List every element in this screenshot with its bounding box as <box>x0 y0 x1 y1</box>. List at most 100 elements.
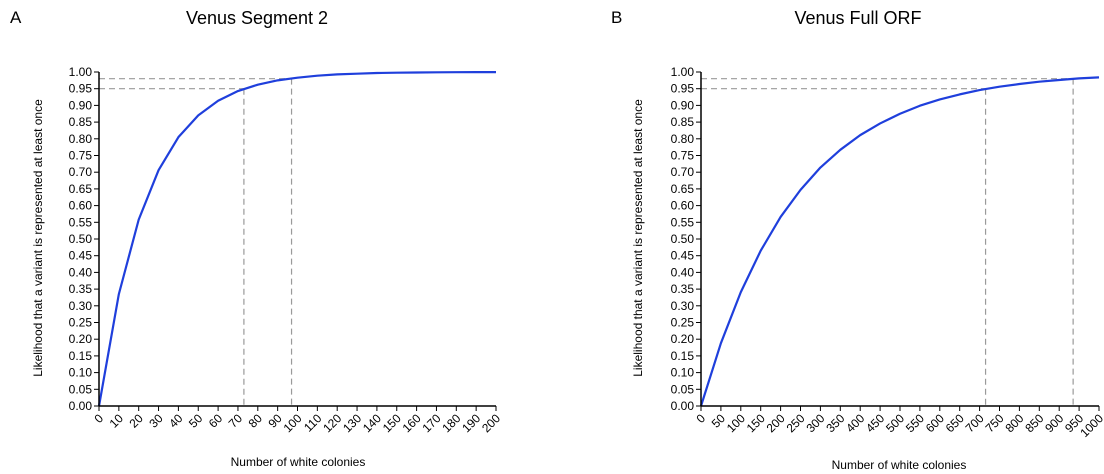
x-tick-label: 850 <box>1022 411 1046 435</box>
axes <box>700 72 1099 407</box>
reference-lines <box>701 78 1074 406</box>
x-tick-label: 40 <box>166 411 186 431</box>
x-tick-label: 500 <box>883 411 907 435</box>
x-tick-label: 300 <box>803 411 827 435</box>
x-tick-label: 750 <box>983 411 1007 435</box>
series-line <box>699 76 1100 407</box>
y-tick-label: 0.65 <box>69 182 93 196</box>
x-tick-label: 200 <box>479 411 503 435</box>
x-tick-label: 150 <box>744 411 768 435</box>
y-tick-label: 0.20 <box>69 332 93 346</box>
y-tick-label: 0.70 <box>671 165 695 179</box>
y-tick-label: 0.05 <box>671 382 695 396</box>
x-tick-label: 600 <box>923 411 947 435</box>
y-tick-label: 0.60 <box>671 199 695 213</box>
x-tick-label: 20 <box>126 411 146 431</box>
y-tick-label: 0.25 <box>69 316 93 330</box>
y-tick-label: 0.40 <box>69 265 93 279</box>
x-axis-label: Number of white colonies <box>832 458 967 472</box>
y-tick-label: 0.50 <box>69 232 93 246</box>
x-tick-label: 10 <box>107 411 127 431</box>
x-tick-label: 190 <box>459 411 483 435</box>
y-tick-label: 0.35 <box>671 282 695 296</box>
x-ticks: 0 501001502002503003504004505005506006507… <box>693 406 1104 440</box>
y-axis-label: Likelihood that a variant is represented… <box>31 99 45 377</box>
x-tick-label: 180 <box>439 411 463 435</box>
x-tick-label: 30 <box>146 411 166 431</box>
x-axis-label: Number of white colonies <box>231 455 366 469</box>
y-ticks: 0.00 0.05 0.10 0.15 0.20 0.25 0.30 0.35 0.40 0.45… <box>671 65 701 413</box>
y-tick-label: 0.20 <box>671 332 695 346</box>
x-tick-label: 170 <box>420 411 444 435</box>
y-tick-label: 0.70 <box>69 165 93 179</box>
y-tick-label: 0.30 <box>69 299 93 313</box>
y-tick-label: 1.00 <box>69 65 93 79</box>
y-ticks: 0.00 0.05 0.10 0.15 0.20 0.25 0.30 0.35 0.40 0.45… <box>69 65 99 413</box>
x-tick-label: 50 <box>186 411 206 431</box>
panel-letter: B <box>611 8 622 27</box>
panel-letter: A <box>10 8 22 27</box>
y-tick-label: 0.25 <box>671 316 695 330</box>
y-tick-label: 0.00 <box>671 399 695 413</box>
x-ticks: 0 10 20 30 40 50 60 70 80 90100110120130140150160… <box>91 406 503 435</box>
y-tick-label: 0.40 <box>671 265 695 279</box>
y-tick-label: 0.35 <box>69 282 93 296</box>
y-tick-label: 0.95 <box>671 82 695 96</box>
y-tick-label: 0.80 <box>671 132 695 146</box>
x-tick-label: 0 <box>693 411 708 426</box>
y-tick-label: 0.15 <box>671 349 695 363</box>
x-tick-label: 400 <box>843 411 867 435</box>
y-axis-label: Likelihood that a variant is represented… <box>631 99 645 377</box>
x-tick-label: 0 <box>91 411 106 426</box>
x-tick-label: 100 <box>281 411 305 435</box>
x-tick-label: 130 <box>340 411 364 435</box>
y-tick-label: 0.55 <box>671 215 695 229</box>
x-tick-label: 150 <box>380 411 404 435</box>
x-tick-label: 160 <box>400 411 424 435</box>
x-tick-label: 120 <box>320 411 344 435</box>
y-tick-label: 0.65 <box>671 182 695 196</box>
x-tick-label: 350 <box>823 411 847 435</box>
y-tick-label: 0.10 <box>671 366 695 380</box>
x-tick-label: 1000 <box>1077 411 1104 440</box>
x-tick-label: 700 <box>963 411 987 435</box>
series-line <box>97 70 497 407</box>
axes <box>98 72 496 407</box>
x-tick-label: 70 <box>226 411 246 431</box>
chart-title: Venus Full ORF <box>794 8 921 28</box>
y-tick-label: 0.10 <box>69 366 93 380</box>
y-tick-label: 0.75 <box>69 149 93 163</box>
x-tick-label: 140 <box>360 411 384 435</box>
y-tick-label: 0.45 <box>69 249 93 263</box>
y-tick-label: 0.95 <box>69 82 93 96</box>
x-tick-label: 550 <box>903 411 927 435</box>
series-layer <box>97 70 497 407</box>
y-tick-label: 0.50 <box>671 232 695 246</box>
x-tick-label: 100 <box>724 411 748 435</box>
panel-b: B Venus Full ORF Likelihood that a varia… <box>611 8 1104 472</box>
y-tick-label: 0.55 <box>69 215 93 229</box>
y-tick-label: 0.05 <box>69 382 93 396</box>
x-tick-label: 800 <box>1002 411 1026 435</box>
x-tick-label: 650 <box>943 411 967 435</box>
y-tick-label: 0.85 <box>671 115 695 129</box>
x-tick-label: 110 <box>301 411 325 435</box>
y-tick-label: 0.45 <box>671 249 695 263</box>
y-tick-label: 0.75 <box>671 149 695 163</box>
y-tick-label: 0.15 <box>69 349 93 363</box>
y-tick-label: 0.85 <box>69 115 93 129</box>
y-tick-label: 1.00 <box>671 65 695 79</box>
x-tick-label: 60 <box>206 411 226 431</box>
y-tick-label: 0.30 <box>671 299 695 313</box>
series-layer <box>699 76 1100 407</box>
x-tick-label: 900 <box>1042 411 1066 435</box>
chart-title: Venus Segment 2 <box>186 8 328 28</box>
x-tick-label: 250 <box>784 411 808 435</box>
y-tick-label: 0.90 <box>69 98 93 112</box>
y-tick-label: 0.60 <box>69 199 93 213</box>
reference-lines <box>99 78 293 406</box>
x-tick-label: 200 <box>764 411 788 435</box>
y-tick-label: 0.80 <box>69 132 93 146</box>
x-tick-label: 80 <box>246 411 266 431</box>
